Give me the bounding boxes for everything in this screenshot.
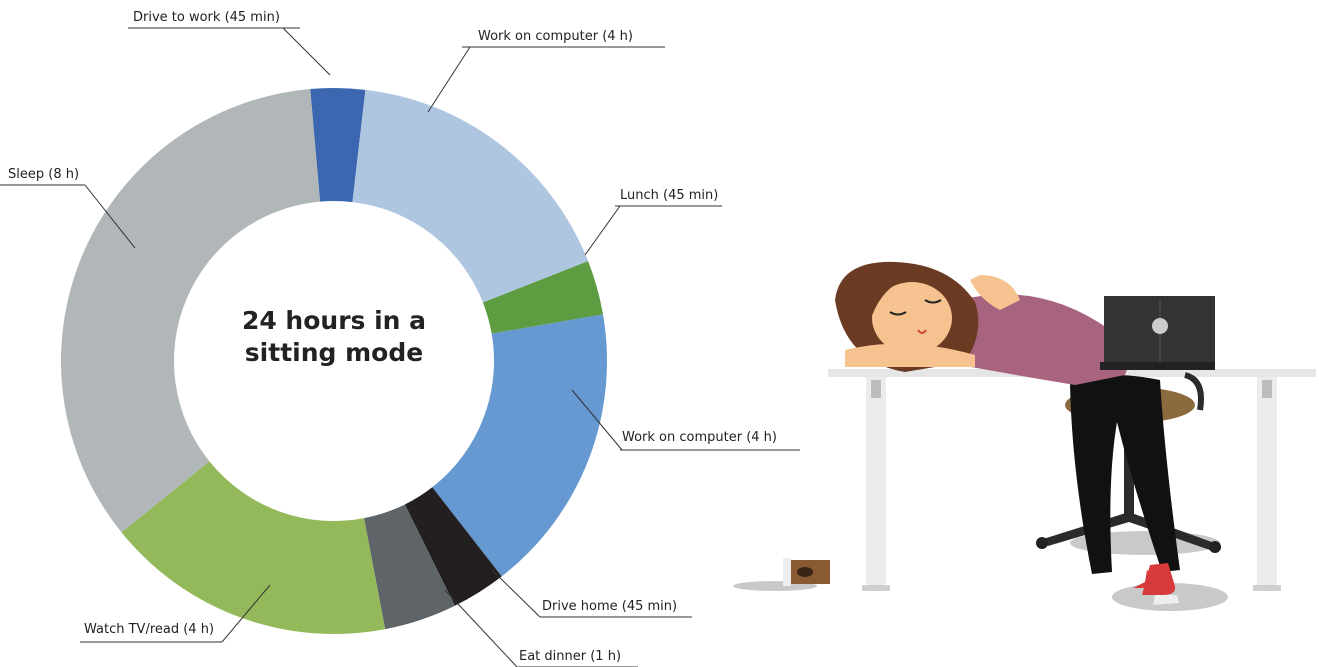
leader-line — [428, 47, 470, 112]
segment-label: Drive to work (45 min) — [133, 10, 280, 25]
segment-label: Work on computer (4 h) — [478, 29, 633, 44]
leader-line — [585, 206, 620, 255]
segment-label: Watch TV/read (4 h) — [84, 622, 214, 637]
segment-label: Lunch (45 min) — [620, 188, 718, 203]
segment-label: Eat dinner (1 h) — [519, 649, 621, 664]
leader-line — [445, 590, 517, 667]
center-title: 24 hours in a sitting mode — [214, 305, 454, 369]
illustration — [733, 262, 1316, 611]
leader-line — [492, 570, 540, 617]
segment-label: Drive home (45 min) — [542, 599, 677, 614]
chart: Drive to work (45 min) Work on computer (… — [0, 0, 1319, 667]
segment-label: Work on computer (4 h) — [622, 430, 777, 445]
page: Drive to work (45 min) Work on computer (… — [0, 0, 1319, 667]
leader-line — [283, 28, 330, 75]
segment-label: Sleep (8 h) — [8, 167, 79, 182]
donut-segment — [352, 90, 588, 303]
